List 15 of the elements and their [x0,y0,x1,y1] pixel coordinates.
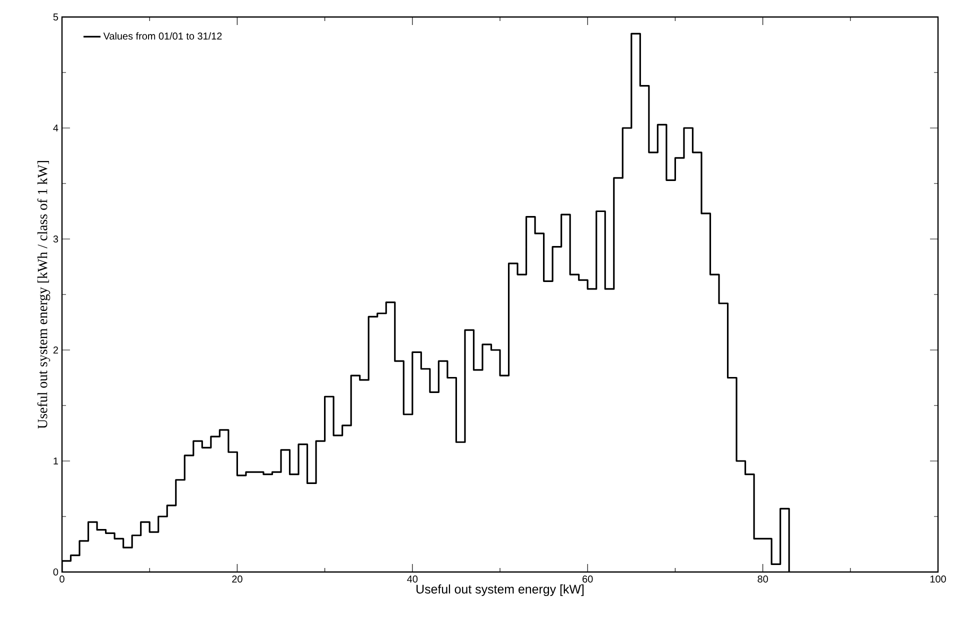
x-tick-label: 60 [582,576,593,583]
y-tick-label: 2 [53,346,58,354]
y-axis-title: Useful out system energy [kWh / class of 1 kW] [37,161,50,429]
y-tick-label: 0 [53,568,58,576]
x-tick-label: 80 [758,576,768,583]
x-tick-label: 0 [60,576,64,583]
x-tick-label: 100 [930,576,946,583]
y-tick-label: 4 [53,124,58,132]
y-tick-label: 3 [53,235,58,243]
y-tick-label: 5 [53,14,58,20]
x-tick-label: 20 [232,576,242,583]
y-tick-label: 1 [54,458,58,464]
x-axis-title: Useful out system energy [kW] [416,584,584,596]
x-tick-label: 40 [407,576,418,583]
legend-label: Values from 01/01 to 31/12 [103,32,222,40]
